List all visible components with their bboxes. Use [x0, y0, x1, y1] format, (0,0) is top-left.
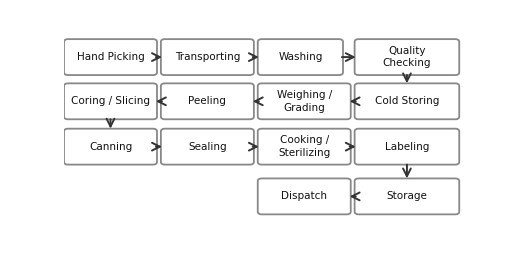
- Text: Washing: Washing: [278, 52, 323, 62]
- Text: Labeling: Labeling: [385, 142, 429, 152]
- FancyBboxPatch shape: [258, 178, 351, 214]
- Text: Weighing /
Grading: Weighing / Grading: [276, 90, 332, 113]
- Text: Hand Picking: Hand Picking: [77, 52, 144, 62]
- FancyBboxPatch shape: [64, 129, 157, 165]
- FancyBboxPatch shape: [258, 129, 351, 165]
- FancyBboxPatch shape: [161, 39, 254, 75]
- Text: Quality
Checking: Quality Checking: [382, 46, 431, 68]
- FancyBboxPatch shape: [355, 83, 459, 119]
- FancyBboxPatch shape: [258, 39, 343, 75]
- Text: Storage: Storage: [387, 192, 428, 201]
- FancyBboxPatch shape: [161, 129, 254, 165]
- Text: Cold Storing: Cold Storing: [375, 96, 439, 106]
- FancyBboxPatch shape: [161, 83, 254, 119]
- Text: Coring / Slicing: Coring / Slicing: [71, 96, 150, 106]
- FancyBboxPatch shape: [355, 178, 459, 214]
- Text: Transporting: Transporting: [175, 52, 240, 62]
- Text: Sealing: Sealing: [188, 142, 227, 152]
- Text: Peeling: Peeling: [188, 96, 226, 106]
- FancyBboxPatch shape: [64, 39, 157, 75]
- FancyBboxPatch shape: [355, 129, 459, 165]
- Text: Cooking /
Sterilizing: Cooking / Sterilizing: [278, 136, 330, 158]
- FancyBboxPatch shape: [355, 39, 459, 75]
- FancyBboxPatch shape: [64, 83, 157, 119]
- FancyBboxPatch shape: [258, 83, 351, 119]
- Text: Dispatch: Dispatch: [281, 192, 327, 201]
- Text: Canning: Canning: [89, 142, 132, 152]
